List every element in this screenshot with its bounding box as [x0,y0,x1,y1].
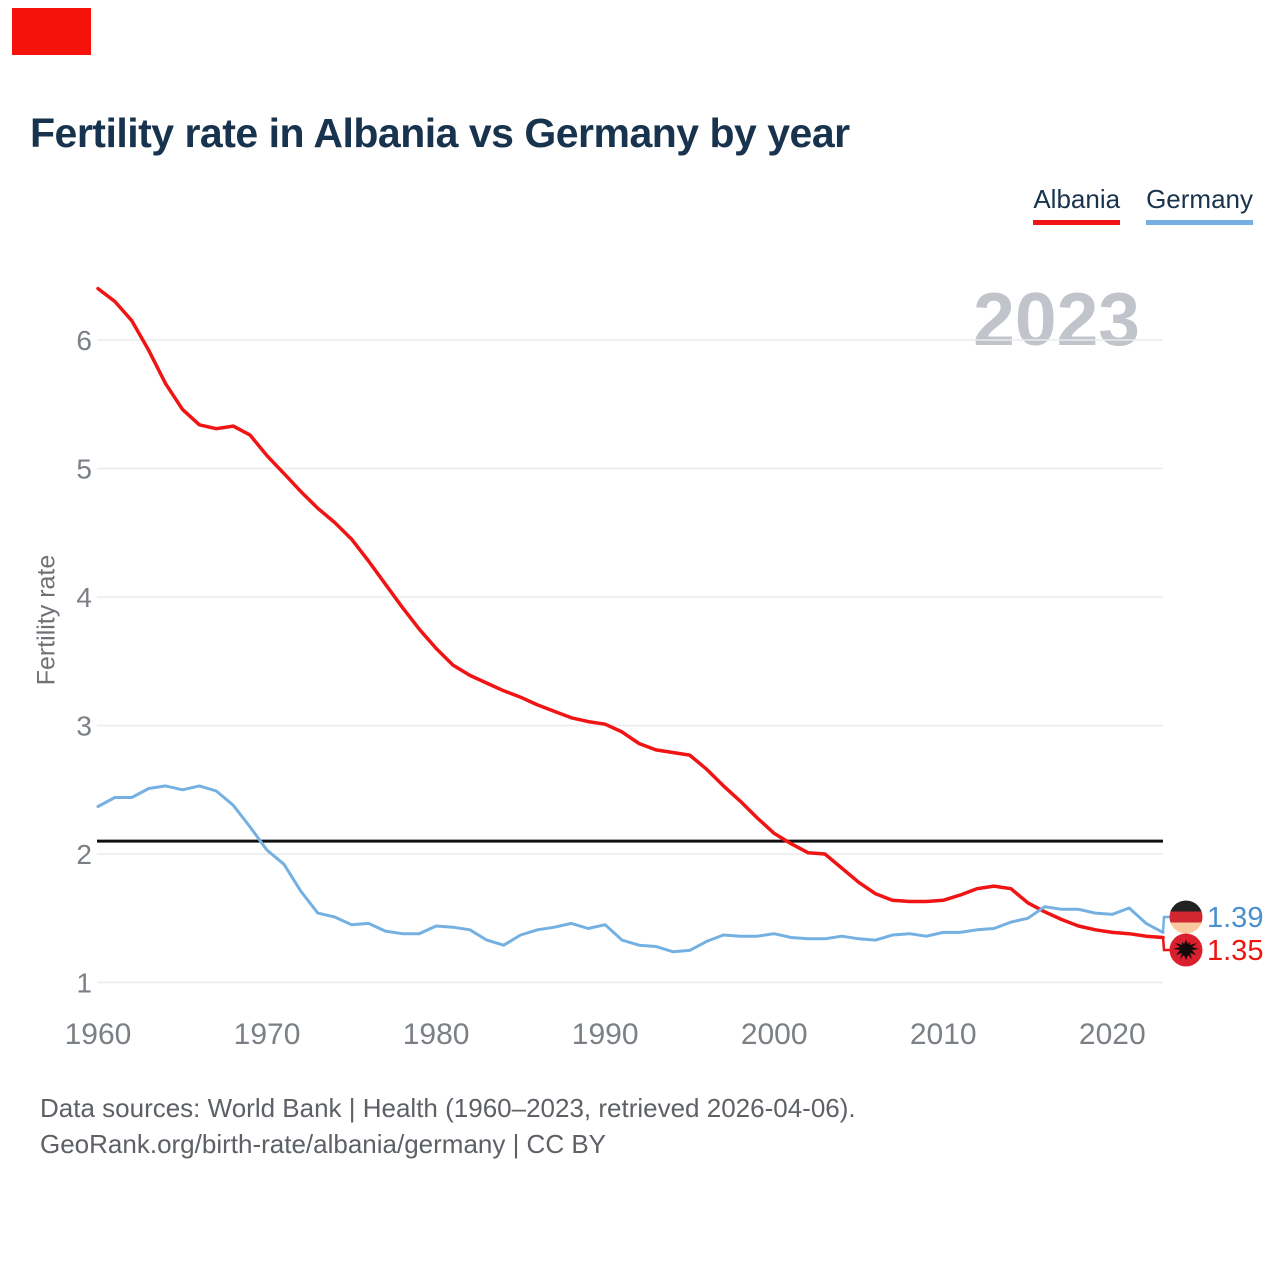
albania-eagle-icon [1173,940,1199,960]
x-tick-1990: 1990 [572,1018,639,1051]
footer-sources-line: Data sources: World Bank | Health (1960–… [40,1093,856,1123]
legend: Albania Germany [1033,184,1253,225]
y-tick-1: 1 [76,968,92,999]
x-tick-2020: 2020 [1079,1018,1146,1051]
y-tick-3: 3 [76,711,92,742]
y-tick-6: 6 [76,325,92,356]
series-line-germany [96,784,1165,954]
x-tick-1980: 1980 [403,1018,470,1051]
end-connector-albania [1161,937,1171,952]
chart-title: Fertility rate in Albania vs Germany by … [30,110,850,156]
germany-flag-icon [1169,911,1203,923]
year-watermark: 2023 [973,277,1140,361]
end-value-albania: 1.35 [1207,935,1263,967]
legend-item-germany[interactable]: Germany [1146,184,1253,225]
footer-attribution-line: GeoRank.org/birth-rate/albania/germany |… [40,1129,607,1159]
y-tick-2: 2 [76,839,92,870]
x-tick-2000: 2000 [741,1018,808,1051]
legend-item-albania[interactable]: Albania [1033,184,1121,225]
y-tick-5: 5 [76,454,92,485]
red-marker-badge [12,8,91,55]
x-tick-2010: 2010 [910,1018,977,1051]
x-tick-1970: 1970 [234,1018,301,1051]
x-tick-1960: 1960 [65,1018,132,1051]
series-line-albania [96,286,1165,940]
footer: Data sources: World Bank | Health (1960–… [40,1090,856,1162]
y-tick-4: 4 [76,582,92,613]
end-value-germany: 1.39 [1207,902,1263,934]
germany-flag-icon [1169,900,1203,912]
end-connector-germany [1161,915,1171,933]
germany-flag-icon [1169,922,1203,934]
